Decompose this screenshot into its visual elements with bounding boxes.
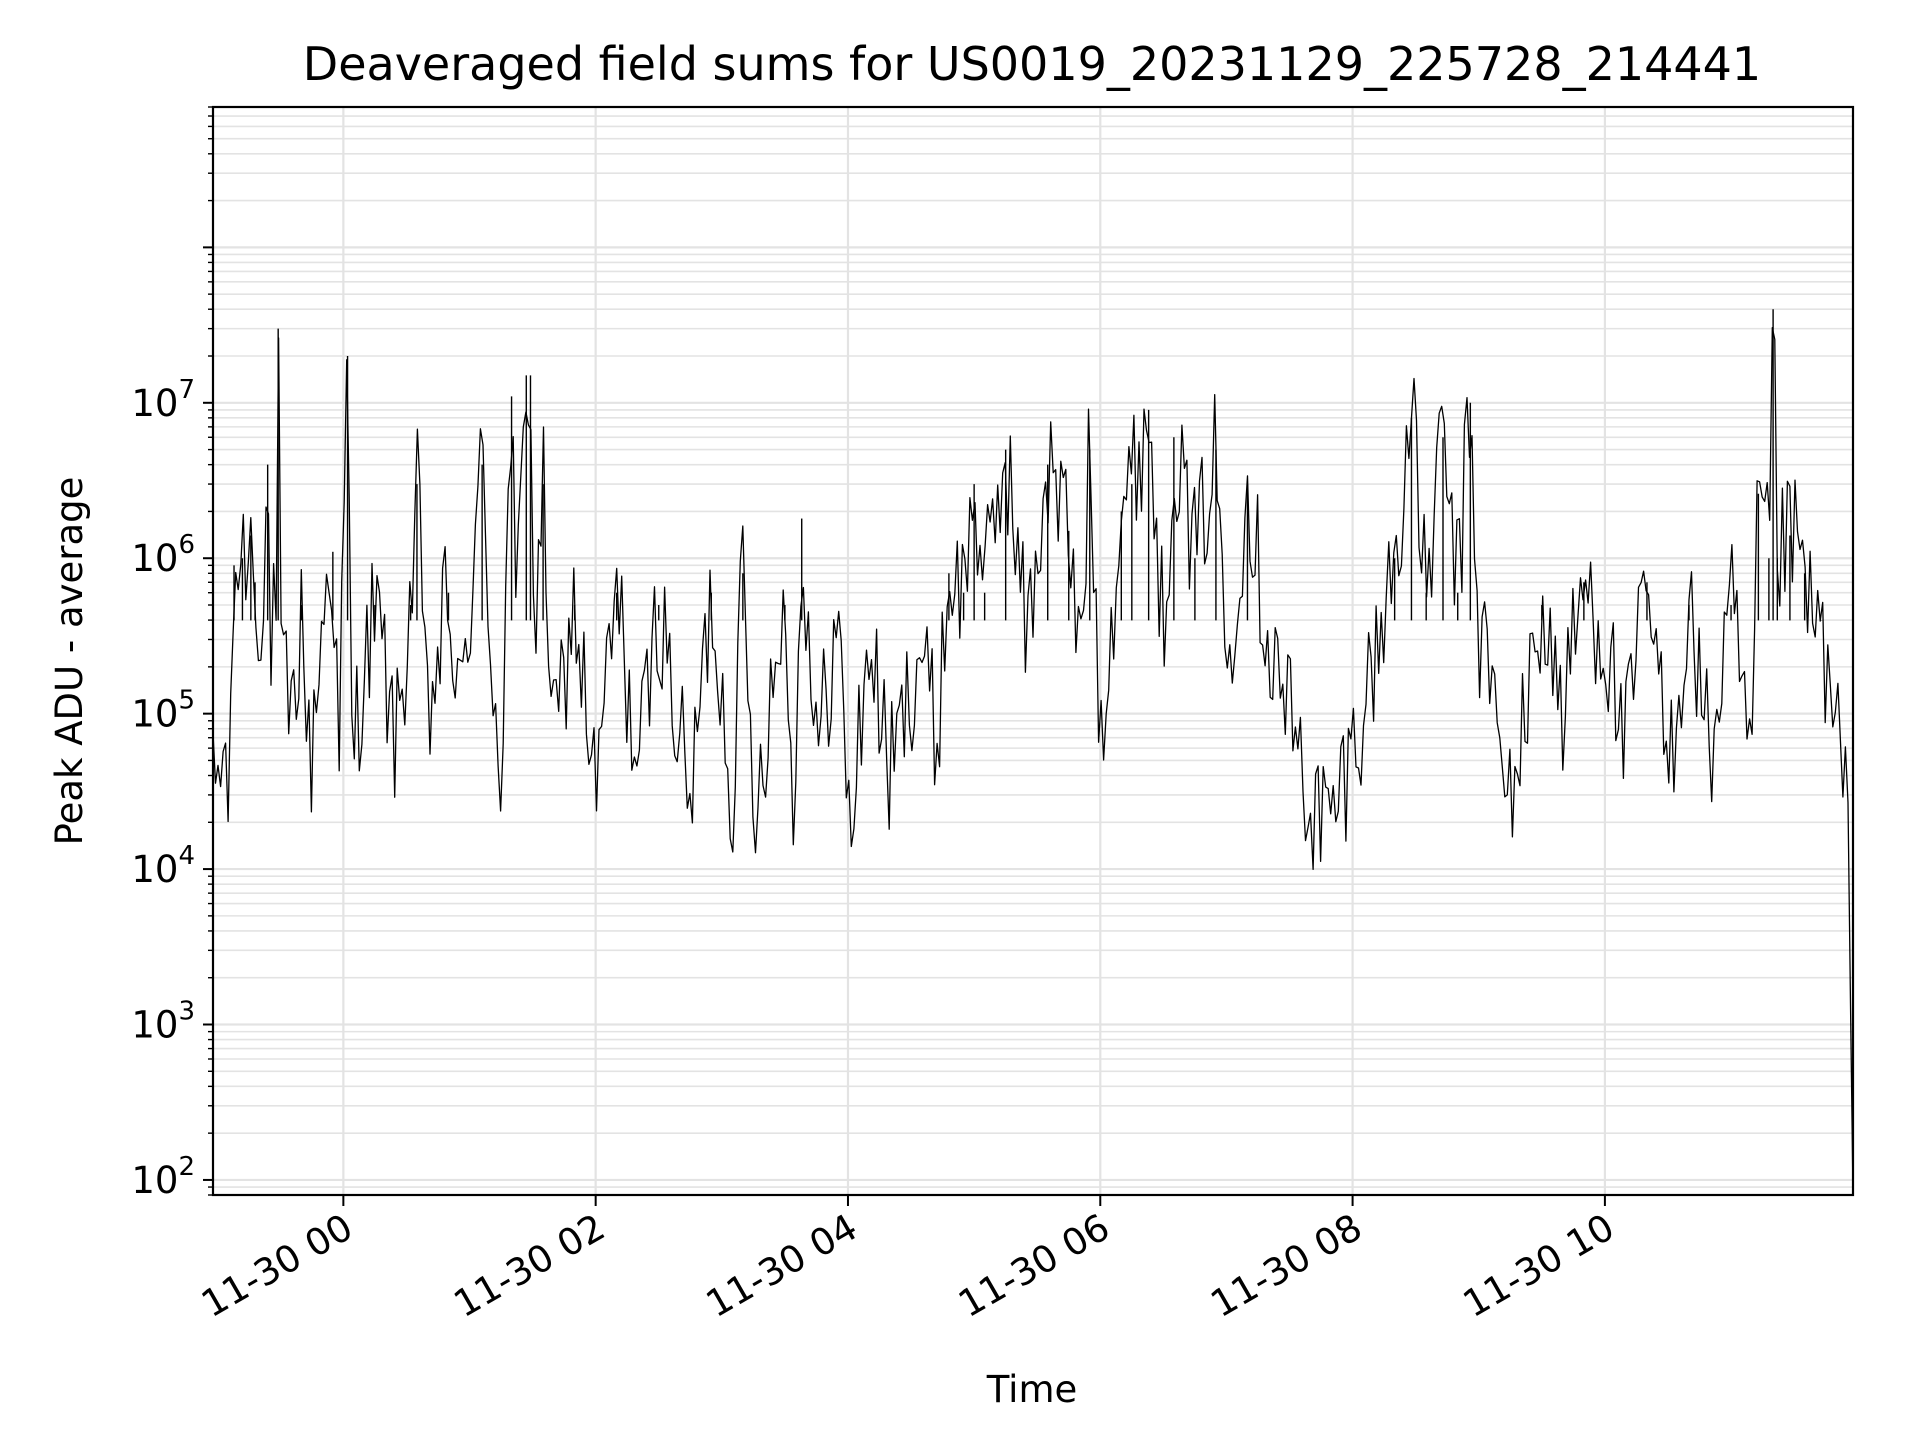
y-tick-label: 106	[131, 530, 195, 580]
y-tick-base: 10	[131, 1159, 178, 1202]
y-tick-exponent: 7	[178, 375, 195, 405]
y-tick-label: 102	[131, 1152, 195, 1202]
y-tick-base: 10	[131, 693, 178, 736]
y-tick-exponent: 5	[178, 686, 195, 716]
y-tick-base: 10	[131, 537, 178, 580]
y-tick-base: 10	[131, 382, 178, 425]
chart-title: Deaveraged field sums for US0019_2023112…	[303, 37, 1761, 91]
x-axis-label: Time	[986, 1368, 1078, 1411]
y-tick-exponent: 6	[178, 530, 195, 560]
series-trace	[212, 327, 1854, 1196]
y-tick-exponent: 4	[178, 841, 195, 871]
y-tick-exponent: 2	[178, 1152, 195, 1182]
y-tick-base: 10	[131, 1004, 178, 1047]
y-tick-exponent: 3	[178, 997, 195, 1027]
y-axis-label: Peak ADU - average	[48, 477, 91, 846]
y-tick-label: 104	[131, 841, 195, 891]
series-layer	[212, 309, 1854, 1196]
y-tick-label: 105	[131, 686, 195, 736]
y-tick-label: 103	[131, 997, 195, 1047]
y-tick-label: 107	[131, 375, 195, 425]
plot-frame	[211, 105, 1855, 1197]
y-tick-base: 10	[131, 848, 178, 891]
